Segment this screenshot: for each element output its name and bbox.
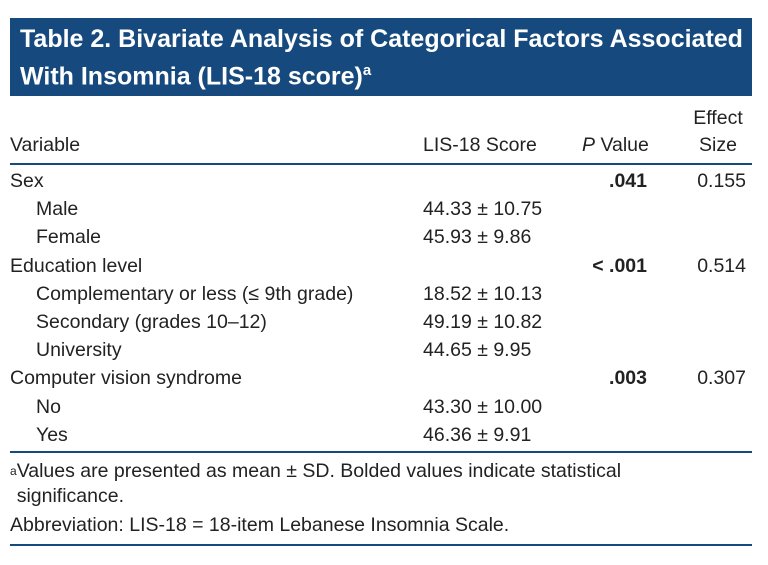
footnote-mark: a [10, 464, 17, 478]
score-cell: 43.30 ± 10.00 [423, 395, 543, 418]
column-header: Effect [693, 107, 743, 129]
abbreviation: Abbreviation: LIS-18 = 18-item Lebanese … [10, 514, 510, 536]
footnote-text: Values are presented as mean ± SD. Bolde… [16, 460, 622, 507]
footnote: aValues are presented as mean ± SD. Bold… [10, 459, 730, 509]
score-cell: 49.19 ± 10.82 [423, 311, 543, 333]
column-header: Size [699, 134, 737, 156]
p-italic: P [582, 134, 596, 156]
row-label: Yes [36, 423, 68, 446]
title-text: Table 2. Bivariate Analysis of Categoric… [20, 25, 743, 91]
bottom-rule [10, 544, 752, 546]
row-label: University [36, 339, 122, 362]
table-title: Table 2. Bivariate Analysis of Categoric… [20, 24, 745, 92]
row-label: Education level [10, 254, 143, 277]
row-label: Male [36, 198, 79, 221]
header: Table 2. Bivariate Analysis of Categoric… [10, 18, 752, 96]
score-cell: 44.65 ± 9.95 [423, 339, 532, 362]
score-cell: 18.52 ± 10.13 [423, 282, 543, 305]
p-value-cell: .003 [609, 367, 647, 390]
effect-cell: 0.155 [697, 170, 746, 192]
p-value-cell: .041 [609, 170, 647, 192]
score-cell: 45.93 ± 9.86 [423, 226, 532, 249]
column-header: Variable [10, 134, 81, 156]
p-rest: Value [600, 134, 649, 156]
row-label: No [36, 395, 61, 418]
score-cell: 44.33 ± 10.75 [423, 198, 543, 221]
table-rule [10, 451, 752, 453]
row-label: Secondary (grades 10–12) [36, 311, 267, 333]
title-note: a [362, 62, 372, 79]
header-rule [10, 163, 752, 165]
row-label: Computer vision syndrome [10, 367, 242, 390]
row-label: Complementary or less (≤ 9th grade) [36, 282, 354, 305]
effect-cell: 0.514 [697, 254, 746, 277]
row-label: Female [36, 226, 102, 249]
column-header: P Value [582, 133, 649, 157]
column-header: LIS-18 Score [423, 134, 537, 156]
effect-cell: 0.307 [697, 367, 746, 390]
p-value-cell: < .001 [592, 254, 647, 277]
row-label: Sex [10, 170, 44, 192]
score-cell: 46.36 ± 9.91 [423, 423, 532, 446]
